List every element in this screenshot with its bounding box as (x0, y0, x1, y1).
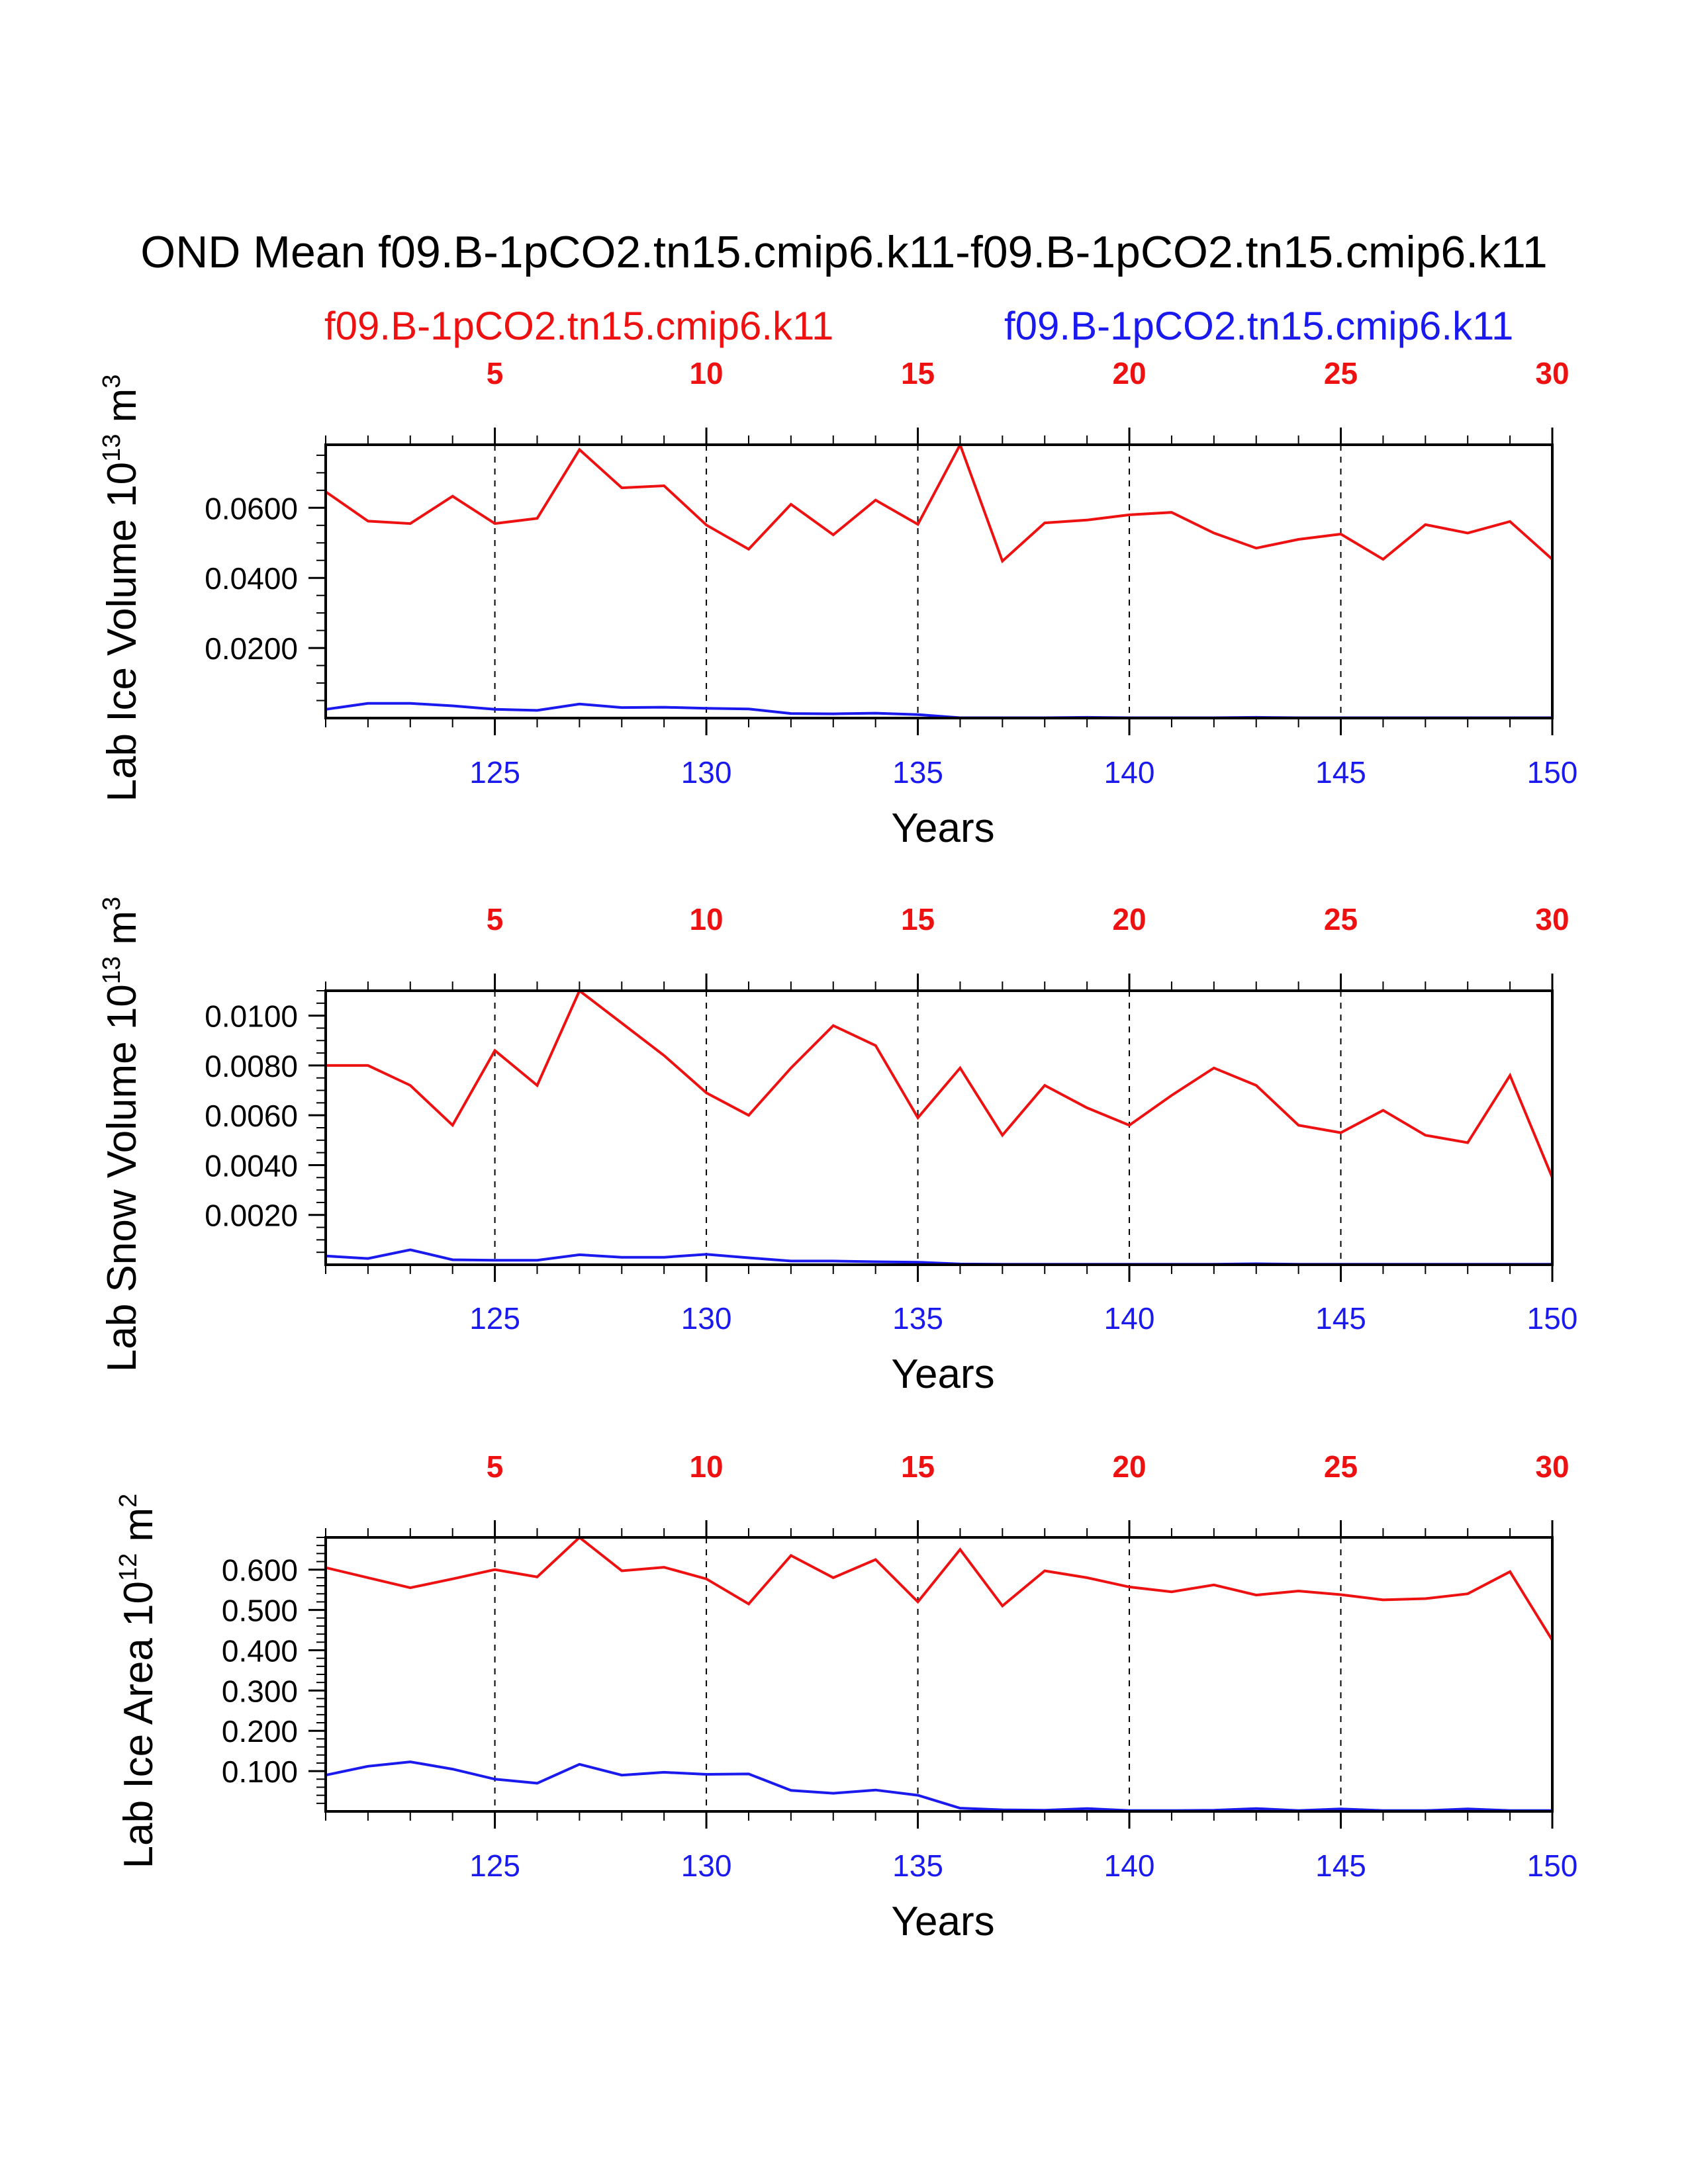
bottom-axis-label: 140 (1104, 755, 1155, 790)
top-axis-label: 20 (1112, 1449, 1146, 1484)
y-tick-label: 0.0200 (205, 631, 298, 666)
main-title: OND Mean f09.B-1pCO2.tn15.cmip6.k11-f09.… (140, 227, 1548, 277)
y-axis-title-part: m (99, 388, 145, 434)
bottom-axis-label: 150 (1527, 1301, 1578, 1336)
y-tick-label: 0.400 (222, 1633, 298, 1668)
panel-2: 0.0020 0.0040 0.0060 0.0080 0.0100 5 10 15 20 25 3… (98, 897, 1577, 1397)
y-axis-title: Lab Ice Area 1012 m2 (115, 1494, 162, 1869)
y-axis-title: Lab Ice Volume 1013 m3 (98, 375, 145, 802)
bottom-axis-label: 150 (1527, 1848, 1578, 1883)
y-tick-label: 0.500 (222, 1594, 298, 1628)
bottom-axis-label: 150 (1527, 755, 1578, 790)
y-axis-title-part: m (116, 1508, 162, 1553)
top-axis-label: 30 (1535, 356, 1569, 390)
series-line-blue (325, 1248, 1552, 1266)
panel-3: 0.100 0.200 0.300 0.400 0.500 0.600 5 10 15 20 25 3… (115, 1449, 1577, 1944)
x-axis-title: Years (891, 1351, 994, 1397)
bottom-axis-label: 140 (1104, 1301, 1155, 1336)
y-tick-label: 0.0060 (205, 1099, 298, 1133)
bottom-axis-label: 145 (1315, 1848, 1366, 1883)
bottom-axis-label: 135 (892, 1301, 943, 1336)
top-axis-label: 20 (1112, 356, 1146, 390)
series-line-red (326, 988, 1554, 1179)
plot-frame (324, 989, 1554, 1266)
y-tick-label: 0.0400 (205, 561, 298, 596)
bottom-axis-label: 125 (469, 1301, 520, 1336)
bottom-axis-label: 125 (469, 755, 520, 790)
top-axis-label: 15 (901, 356, 935, 390)
y-axis-title-part: 13 (98, 956, 126, 984)
y-axis-title-part: 3 (98, 375, 126, 388)
bottom-axis-label: 125 (469, 1848, 520, 1883)
y-axis-title-part: 2 (115, 1494, 142, 1508)
legend-series-a: f09.B-1pCO2.tn15.cmip6.k11 (324, 304, 834, 348)
series-line-blue (325, 702, 1552, 719)
top-axis-label: 15 (901, 1449, 935, 1484)
y-axis-title-part: Lab Snow Volume 10 (99, 984, 145, 1372)
y-axis-title-part: 3 (98, 897, 126, 911)
y-axis-title-part: m (99, 911, 145, 956)
series-line-red (324, 441, 1554, 564)
bottom-axis-label: 130 (681, 1301, 732, 1336)
plot-frame (324, 443, 1554, 719)
bottom-axis-label: 145 (1315, 755, 1366, 790)
top-axis-label: 30 (1535, 902, 1569, 936)
top-axis-label: 5 (487, 1449, 504, 1484)
y-axis-title: Lab Snow Volume 1013 m3 (98, 897, 145, 1372)
top-axis-label: 25 (1324, 356, 1358, 390)
top-axis-label: 25 (1324, 902, 1358, 936)
series-line-red (325, 1535, 1554, 1641)
top-axis-label: 10 (689, 356, 723, 390)
top-axis-label: 5 (487, 356, 504, 390)
y-tick-label: 0.300 (222, 1674, 298, 1708)
top-axis-label: 10 (689, 902, 723, 936)
plot-frame (324, 1536, 1554, 1813)
y-axis-title-part: Lab Ice Area 10 (116, 1581, 162, 1868)
y-tick-label: 0.100 (222, 1754, 298, 1789)
series-line-blue (325, 1760, 1552, 1812)
bottom-axis-label: 135 (892, 1848, 943, 1883)
bottom-axis-label: 135 (892, 755, 943, 790)
top-axis-label: 10 (689, 1449, 723, 1484)
bottom-axis-label: 140 (1104, 1848, 1155, 1883)
top-axis-label: 15 (901, 902, 935, 936)
bottom-axis-label: 130 (681, 1848, 732, 1883)
y-tick-label: 0.0100 (205, 999, 298, 1034)
top-axis-label: 25 (1324, 1449, 1358, 1484)
top-axis-label: 20 (1112, 902, 1146, 936)
legend-series-b: f09.B-1pCO2.tn15.cmip6.k11 (1004, 304, 1514, 348)
x-axis-title: Years (891, 805, 994, 851)
y-axis-title-part: 13 (98, 434, 126, 462)
y-tick-label: 0.0080 (205, 1049, 298, 1083)
y-axis-title-part: 12 (115, 1553, 142, 1581)
top-axis-label: 30 (1535, 1449, 1569, 1484)
y-tick-label: 0.600 (222, 1553, 298, 1588)
bottom-axis-label: 145 (1315, 1301, 1366, 1336)
y-tick-label: 0.200 (222, 1714, 298, 1749)
bottom-axis-label: 130 (681, 755, 732, 790)
y-tick-label: 0.0040 (205, 1148, 298, 1183)
y-tick-label: 0.0020 (205, 1199, 298, 1233)
panel-1: 0.0200 0.0400 0.0600 5 10 15 20 25 30 125 130 135 14… (98, 356, 1577, 851)
y-axis-title-part: Lab Ice Volume 10 (99, 462, 145, 802)
x-axis-title: Years (891, 1899, 994, 1944)
y-tick-label: 0.0600 (205, 491, 298, 525)
top-axis-label: 5 (487, 902, 504, 936)
